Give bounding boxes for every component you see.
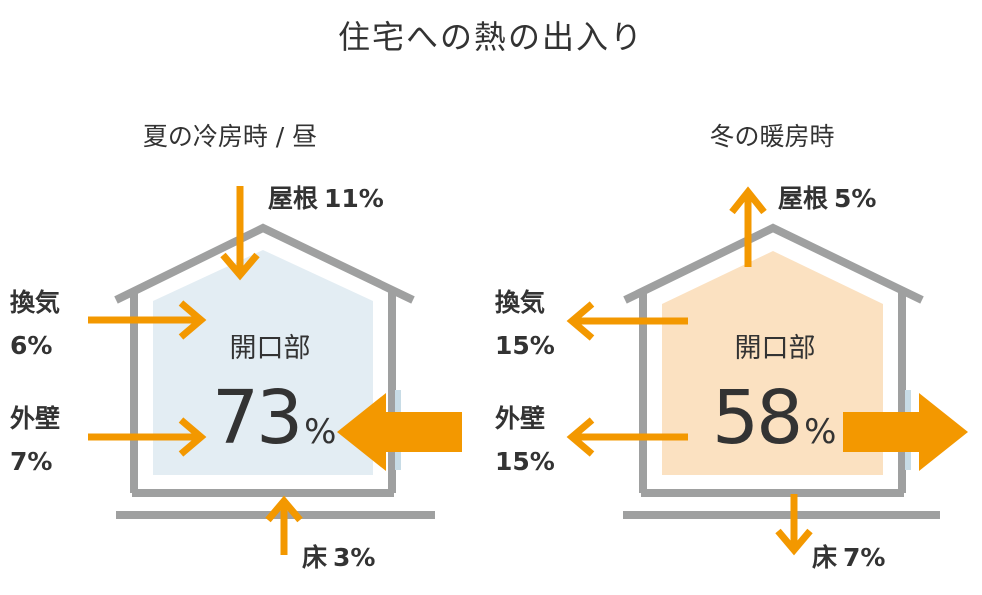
winter-interior-fill [662, 251, 883, 475]
summer-roof-label: 屋根 11% [268, 184, 384, 213]
winter-heading: 冬の暖房時 [709, 122, 834, 151]
summer-vent-name: 換気 [10, 288, 60, 317]
winter-panel: 冬の暖房時 [495, 122, 968, 572]
summer-opening-arrow [337, 393, 462, 471]
winter-opening-name: 開口部 [735, 333, 816, 364]
summer-floor-label: 床 3% [302, 543, 375, 572]
winter-roof-label: 屋根 5% [778, 184, 876, 213]
summer-interior-fill [153, 250, 373, 475]
winter-vent-value: 15% [495, 331, 555, 360]
winter-wall-value: 15% [495, 447, 555, 476]
winter-vent-arrow [566, 301, 688, 341]
summer-wall-name: 外壁 [10, 404, 60, 433]
winter-vent-name: 換気 [495, 288, 545, 317]
winter-floor-label: 床 7% [812, 543, 885, 572]
summer-vent-arrow [88, 300, 207, 340]
summer-vent-value: 6% [10, 331, 52, 360]
summer-floor-arrow [265, 495, 303, 555]
winter-wall-name: 外壁 [495, 404, 545, 433]
winter-roof-arrow [729, 186, 767, 267]
summer-roof-arrow [220, 186, 260, 281]
winter-wall-arrow [566, 417, 688, 457]
winter-opening-arrow [843, 393, 968, 471]
summer-heading: 夏の冷房時 / 昼 [143, 122, 317, 151]
winter-floor-arrow [775, 494, 813, 556]
summer-opening-value: 73% [212, 375, 335, 461]
summer-wall-arrow [88, 417, 207, 457]
winter-opening-value: 58% [712, 375, 835, 461]
summer-panel: 夏の冷房時 / 昼 [10, 122, 462, 572]
summer-opening-name: 開口部 [230, 333, 311, 364]
figure-title: 住宅への熱の出入り [338, 18, 644, 56]
summer-wall-value: 7% [10, 447, 52, 476]
winter-house-frame [623, 223, 940, 519]
